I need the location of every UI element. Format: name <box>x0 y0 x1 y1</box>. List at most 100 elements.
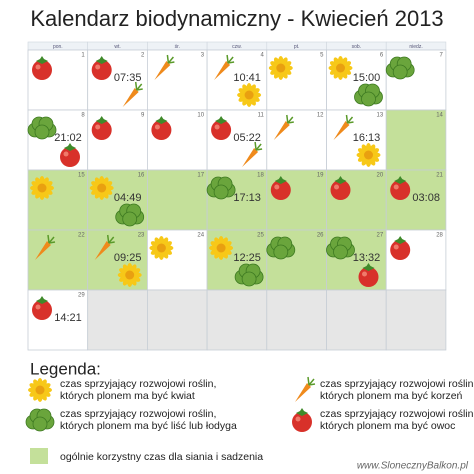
title: Kalendarz biodynamiczny - Kwiecień 2013 <box>30 6 443 31</box>
day-cell <box>385 109 447 171</box>
legend-text: czas sprzyjający rozwojowi roślin, któryc… <box>60 408 237 432</box>
day-icons <box>273 114 294 140</box>
weekday-label: wt. <box>114 44 120 50</box>
day-cell <box>266 109 327 171</box>
day-number: 6 <box>380 53 384 59</box>
day-number: 14 <box>436 113 443 119</box>
carrot-top <box>166 54 175 64</box>
day-icons <box>154 54 175 80</box>
moon-time: 15:00 <box>353 72 381 84</box>
carrot-body <box>242 148 259 167</box>
moon-time: 04:49 <box>114 192 142 204</box>
tomato-shine <box>393 244 399 250</box>
carrot-body <box>273 121 290 140</box>
day-icons <box>270 176 291 200</box>
flower-center <box>216 243 226 253</box>
tomato-leaf <box>394 176 407 184</box>
day-icons <box>328 56 383 107</box>
day-number: 26 <box>317 233 324 239</box>
green-swatch <box>30 448 48 464</box>
moon-time: 07:35 <box>114 72 142 84</box>
tomato-leaf <box>36 56 48 64</box>
tomato-shine <box>35 64 41 70</box>
day-cell <box>27 289 89 351</box>
day-number: 16 <box>138 173 145 179</box>
tomato-leaf <box>334 176 347 184</box>
day-icons <box>89 176 145 227</box>
day-number: 10 <box>197 113 204 119</box>
day-icons <box>151 116 172 140</box>
day-icons <box>209 236 264 287</box>
tomato-shine <box>393 184 399 190</box>
lettuce-leaf <box>213 184 229 200</box>
carrot-body <box>333 121 350 140</box>
day-number: 4 <box>260 53 264 59</box>
day-icons <box>268 56 293 80</box>
tomato-leaf <box>95 116 108 124</box>
day-number: 24 <box>197 233 204 239</box>
day-number: 9 <box>141 113 145 119</box>
day-icons <box>206 176 236 200</box>
day-number: 8 <box>81 113 85 119</box>
carrot-body <box>154 61 171 80</box>
day-cell <box>206 109 268 171</box>
carrot-body <box>94 241 111 260</box>
day-cell <box>326 289 387 351</box>
carrot-body <box>122 88 139 107</box>
day-icons <box>266 236 296 260</box>
carrot-top <box>226 54 235 64</box>
flower-center <box>35 385 45 395</box>
moon-time: 14:21 <box>54 312 82 324</box>
day-number: 21 <box>436 173 443 179</box>
moon-time: 03:08 <box>412 192 440 204</box>
day-cell <box>87 289 148 351</box>
day-cell <box>206 289 268 351</box>
weekday-label: pt. <box>294 44 300 50</box>
day-icons <box>333 114 381 167</box>
tomato-leaf <box>215 116 228 124</box>
carrot-top <box>254 141 263 151</box>
moon-time: 21:02 <box>54 132 82 144</box>
day-number: 17 <box>197 173 204 179</box>
flower-center <box>276 63 286 73</box>
carrot-top <box>47 234 56 244</box>
tomato-shine <box>63 151 69 157</box>
tomato-shine <box>214 124 220 130</box>
moon-time: 12:25 <box>233 252 261 264</box>
tomato-shine <box>35 304 41 310</box>
flower-center <box>125 270 135 280</box>
day-icons <box>149 236 174 260</box>
day-cell <box>87 49 148 111</box>
day-icons <box>330 176 351 200</box>
day-icons <box>94 234 142 287</box>
day-number: 12 <box>317 113 324 119</box>
day-number: 3 <box>201 53 205 59</box>
flower-center <box>244 90 254 100</box>
day-icons <box>91 116 112 140</box>
weekday-label: czw. <box>232 44 242 50</box>
day-cell <box>385 169 447 231</box>
moon-time: 13:32 <box>353 252 381 264</box>
weekday-label: śr. <box>175 44 180 50</box>
day-icons <box>35 234 56 260</box>
day-icons <box>32 56 52 80</box>
tomato-leaf <box>64 143 76 151</box>
legend-title: Legenda: <box>30 359 101 378</box>
legend-icon <box>25 408 55 432</box>
lettuce-leaf <box>122 211 138 227</box>
moon-time: 10:41 <box>233 72 261 84</box>
carrot-body <box>214 61 231 80</box>
legend-text: czas sprzyjający rozwojowi roślin, któryc… <box>320 378 474 402</box>
day-number: 19 <box>317 173 324 179</box>
tomato-shine <box>95 64 101 70</box>
day-cell <box>146 49 208 111</box>
day-icons <box>214 54 262 107</box>
lettuce-leaf <box>333 244 348 260</box>
tomato-leaf <box>296 408 308 416</box>
day-icons <box>30 176 54 200</box>
day-number: 22 <box>78 233 85 239</box>
day-cell <box>385 229 447 291</box>
lettuce-leaf <box>34 124 50 140</box>
